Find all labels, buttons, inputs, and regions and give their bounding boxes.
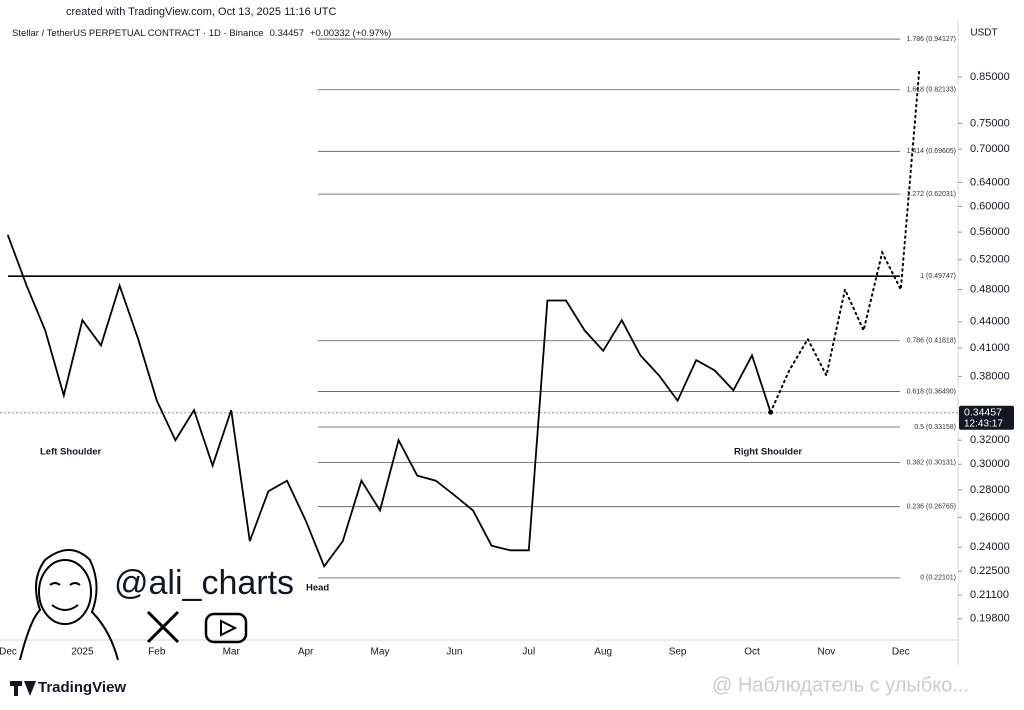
y-tick-label: 0.30000 — [970, 458, 1010, 470]
fib-label: 0.382 (0.30131) — [907, 459, 956, 466]
x-tick-label: Nov — [818, 647, 836, 658]
fib-label: 1.414 (0.69605) — [907, 148, 956, 155]
y-tick-label: 0.60000 — [970, 200, 1010, 212]
annotation: Left Shoulder — [40, 447, 102, 458]
fib-label-bg — [900, 84, 958, 95]
tv-logo — [10, 681, 36, 696]
fib-label: 0.236 (0.26765) — [907, 504, 956, 511]
x-tick-label: Apr — [298, 647, 314, 658]
x-tick-label: Jun — [446, 647, 462, 658]
fib-label-bg — [900, 422, 958, 433]
youtube-play — [220, 619, 238, 637]
annotation: Head — [306, 583, 329, 594]
countdown: 12:43:17 — [964, 418, 1003, 429]
y-tick-label: 0.70000 — [970, 143, 1010, 155]
y-tick-label: 0.22500 — [970, 565, 1010, 577]
y-tick-label: 0.38000 — [970, 370, 1010, 382]
fib-label: 0.5 (0.33158) — [914, 424, 956, 431]
x-tick-label: Oct — [744, 647, 760, 658]
handle: @ali_charts — [114, 564, 294, 602]
y-tick-label: 0.41000 — [970, 342, 1010, 354]
y-tick-label: 0.44000 — [970, 316, 1010, 328]
y-tick-label: 0.56000 — [970, 226, 1010, 238]
x-tick-label: Feb — [148, 647, 166, 658]
y-tick-label: 0.19800 — [970, 613, 1010, 625]
brand: TradingView — [38, 679, 126, 696]
y-tick-label: 0.48000 — [970, 283, 1010, 295]
x-tick-label: Mar — [223, 647, 241, 658]
last-point — [768, 409, 774, 415]
symbol-title: Stellar / TetherUS PERPETUAL CONTRACT · … — [12, 28, 391, 39]
last-price-label: 0.34457 — [964, 407, 1002, 419]
fib-label-bg — [900, 34, 958, 45]
header-price: 0.34457 — [270, 28, 304, 39]
y-tick-label: 0.75000 — [970, 117, 1010, 129]
projection-line — [769, 67, 921, 414]
fib-label: 0.618 (0.36490) — [907, 388, 956, 395]
annotation: Right Shoulder — [734, 447, 802, 458]
fib-label: 0 (0.22101) — [920, 575, 956, 582]
header-change: +0.00332 (+0.97%) — [310, 28, 391, 39]
youtube-icon — [204, 612, 248, 644]
y-tick-label: 0.21100 — [970, 589, 1009, 601]
created-note: created with TradingView.com, Oct 13, 20… — [66, 6, 337, 18]
fib-label-bg — [900, 457, 958, 468]
fib-label: 1.618 (0.82133) — [907, 87, 956, 94]
last-price-tag — [959, 405, 1014, 430]
x-tick-label: 2025 — [71, 647, 94, 658]
fib-label-bg — [900, 146, 958, 157]
x-icon — [146, 610, 180, 644]
x-tick-label: Jul — [522, 647, 535, 658]
y-tick-label: 0.24000 — [970, 541, 1010, 553]
y-tick-label: 0.52000 — [970, 254, 1010, 266]
fib-label-bg — [900, 335, 958, 346]
fib-label: 1.786 (0.94127) — [907, 36, 956, 43]
fib-label-bg — [900, 501, 958, 512]
x-tick-label: Dec — [892, 647, 910, 658]
x-tick-label: May — [371, 647, 390, 658]
y-tick-label: 0.32000 — [970, 434, 1010, 446]
y-tick-label: 0.64000 — [970, 176, 1010, 188]
x-tick-label: Aug — [594, 647, 612, 658]
x-tick-label: Dec — [0, 647, 17, 658]
avatar — [19, 549, 119, 661]
price-line — [7, 234, 772, 569]
fib-label-bg — [900, 572, 958, 583]
fib-label: 1.272 (0.62031) — [907, 191, 956, 198]
x-tick-label: Sep — [669, 647, 687, 658]
source-watermark: @ Наблюдатель с улыбко... — [712, 674, 969, 696]
fib-label-bg — [900, 271, 958, 282]
fib-label: 0.786 (0.41818) — [907, 338, 956, 345]
fib-label: 1 (0.49747) — [920, 273, 956, 280]
y-tick-label: 0.85000 — [970, 71, 1010, 83]
y-tick-label: 0.26000 — [970, 511, 1010, 523]
currency: USDT — [970, 28, 997, 39]
fib-label-bg — [900, 189, 958, 200]
y-tick-label: 0.28000 — [970, 484, 1010, 496]
symbol: Stellar / TetherUS PERPETUAL CONTRACT · … — [12, 28, 264, 39]
fib-label-bg — [900, 386, 958, 397]
